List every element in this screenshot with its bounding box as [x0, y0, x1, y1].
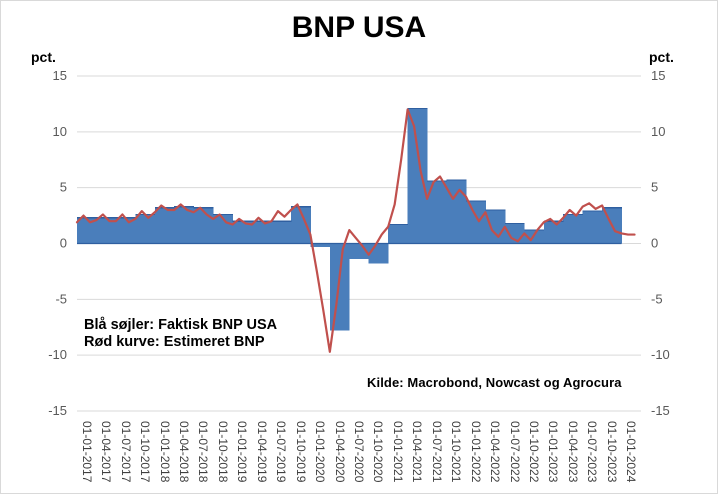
- svg-text:-15: -15: [651, 403, 670, 418]
- svg-text:-5: -5: [651, 291, 663, 306]
- svg-text:10: 10: [53, 124, 67, 139]
- svg-text:-15: -15: [48, 403, 67, 418]
- svg-text:15: 15: [651, 68, 665, 83]
- svg-text:5: 5: [60, 180, 67, 195]
- svg-text:10: 10: [651, 124, 665, 139]
- svg-text:5: 5: [651, 180, 658, 195]
- svg-text:0: 0: [60, 236, 67, 251]
- svg-text:-5: -5: [55, 291, 67, 306]
- svg-text:15: 15: [53, 68, 67, 83]
- svg-text:-10: -10: [48, 347, 67, 362]
- svg-text:-10: -10: [651, 347, 670, 362]
- svg-text:0: 0: [651, 236, 658, 251]
